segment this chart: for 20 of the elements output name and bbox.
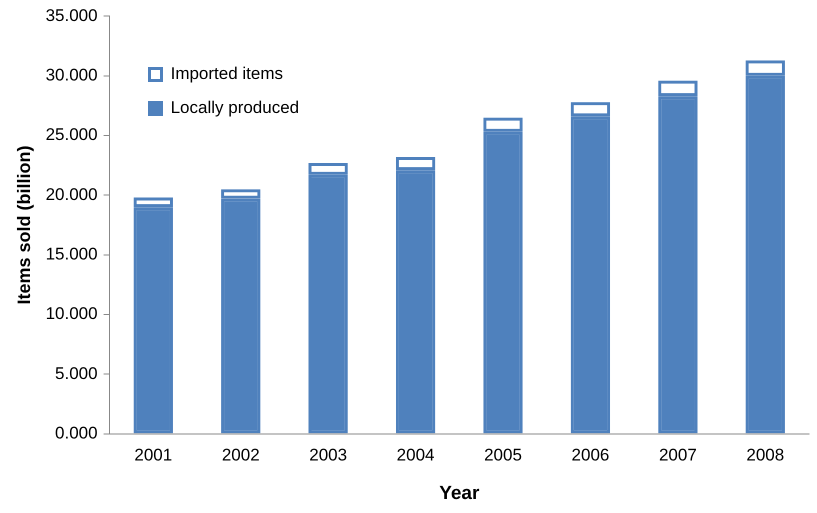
y-tick-label: 25.000 [46, 125, 98, 144]
x-tick-label: 2006 [572, 446, 610, 465]
y-tick-label: 20.000 [46, 184, 98, 204]
x-tick-label: 2007 [658, 446, 697, 465]
x-tick-label: 2001 [134, 446, 172, 465]
y-tick-label: 10.000 [46, 304, 98, 324]
legend-label: Locally produced [170, 98, 300, 118]
x-tick-label: 2004 [396, 446, 434, 465]
y-tick-label: 35.000 [46, 6, 98, 25]
y-tick-label: 15.000 [46, 244, 98, 264]
x-tick-label: 2002 [222, 446, 260, 465]
y-tick-label: 5.000 [55, 364, 98, 383]
x-tick-label: 2005 [484, 446, 522, 465]
y-tick-label: 30.000 [46, 66, 98, 85]
y-axis-title: Items sold (billion) [14, 145, 34, 305]
y-tick-label: 0.000 [55, 423, 98, 442]
x-tick-label: 2003 [309, 446, 348, 465]
legend-label: Imported items [170, 64, 284, 84]
x-tick-label: 2008 [746, 446, 784, 465]
x-axis-title: Year [439, 482, 480, 504]
